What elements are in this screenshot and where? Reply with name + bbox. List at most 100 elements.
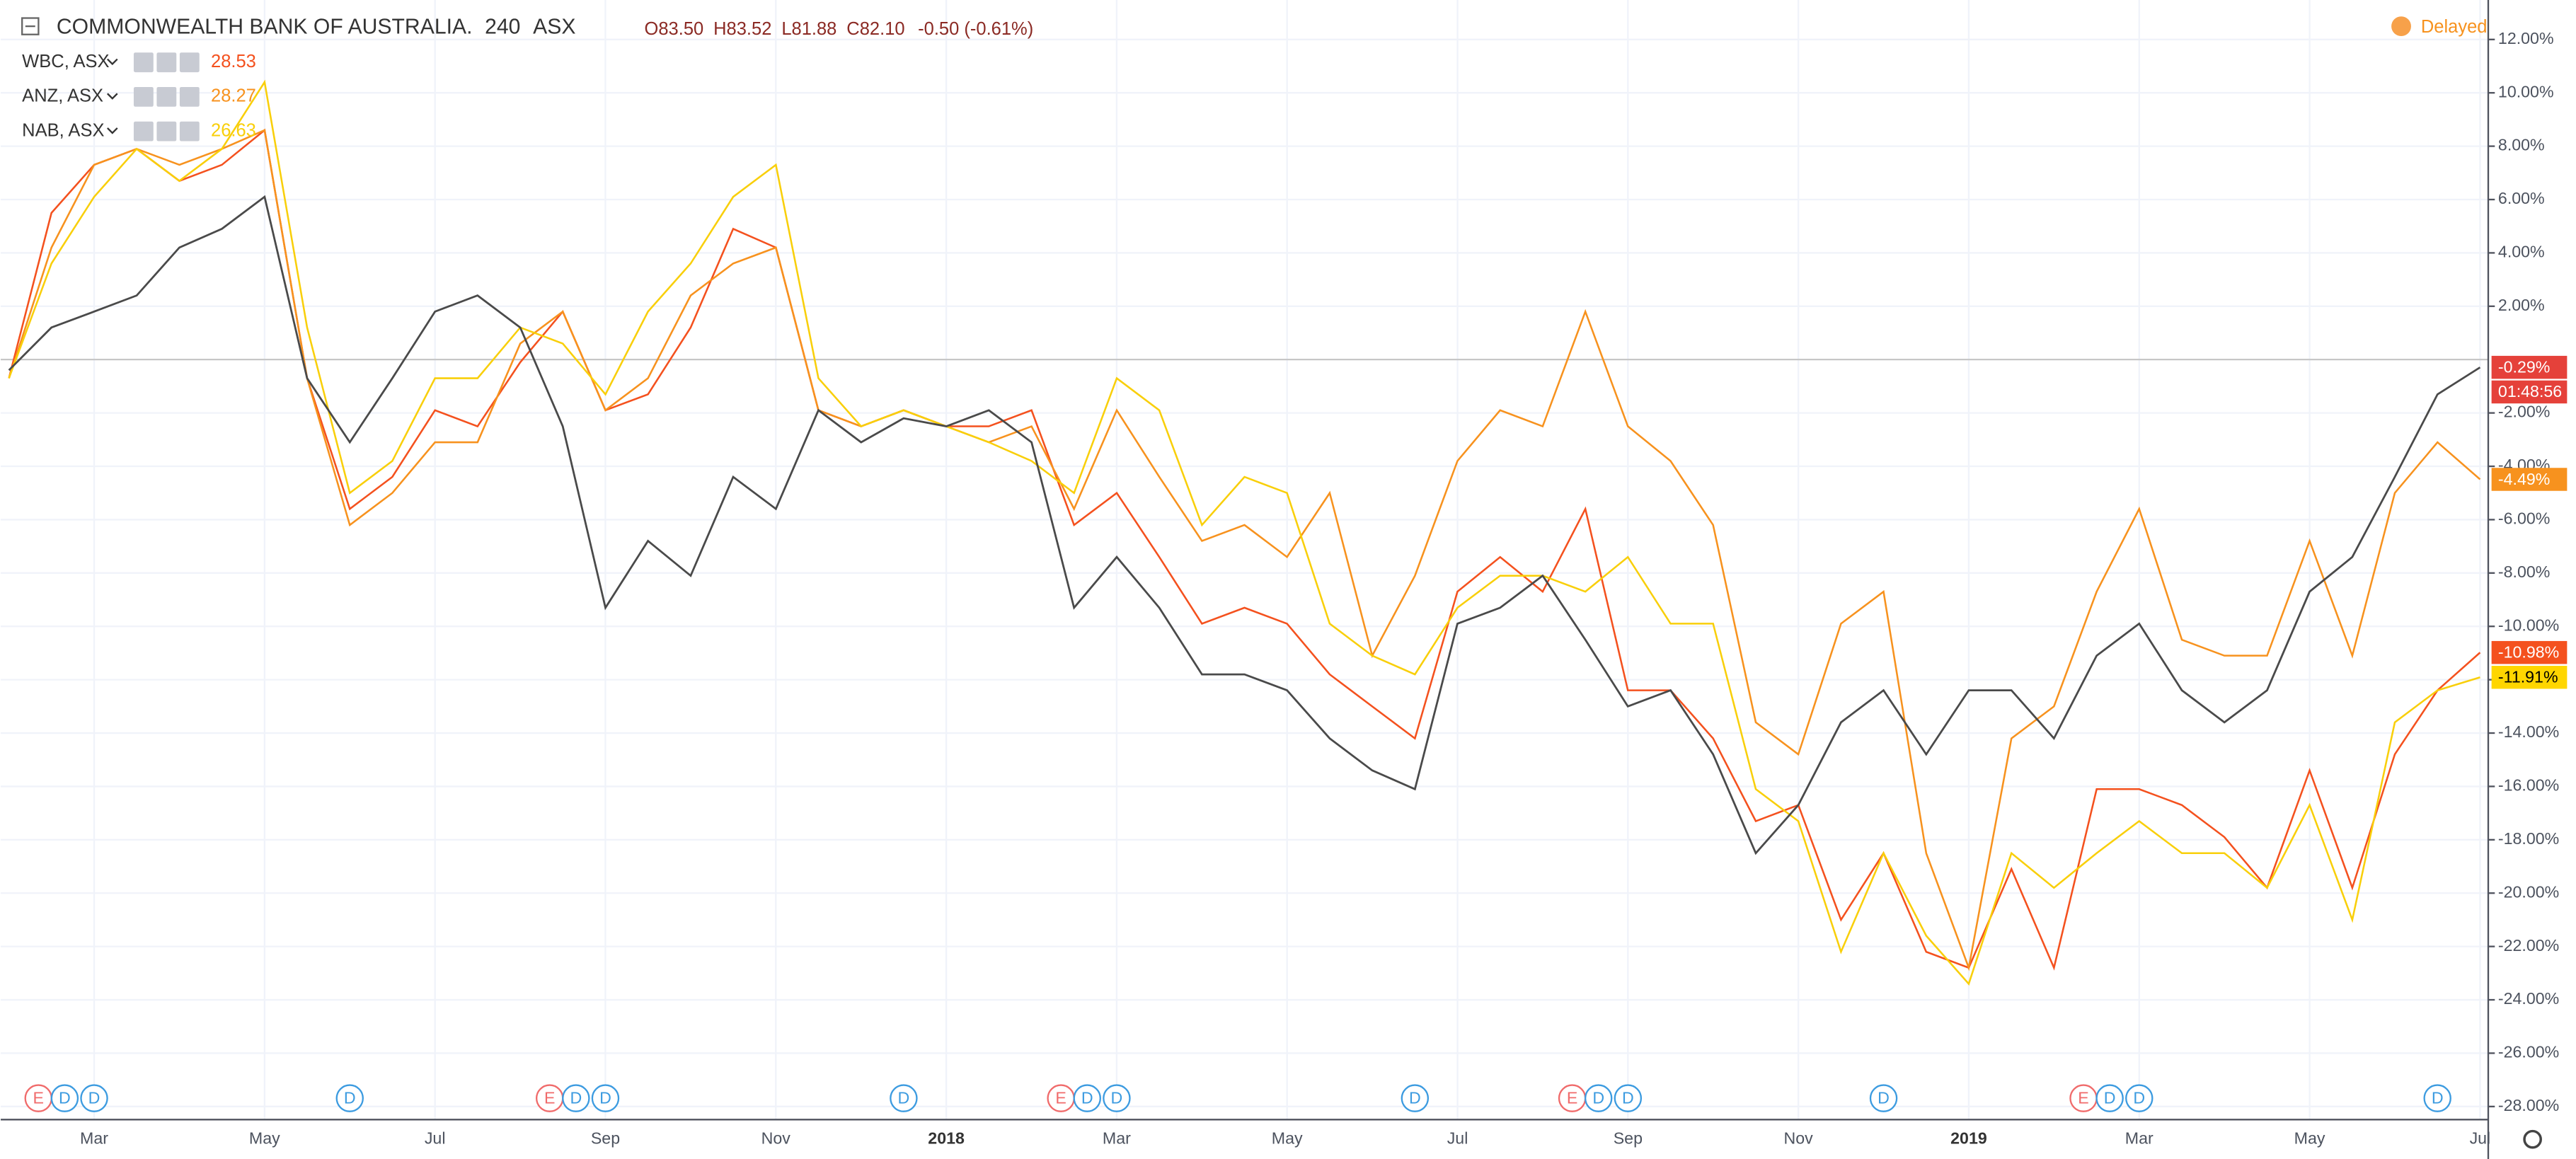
event-label: D [1111, 1088, 1123, 1107]
x-tick-label: Jul [425, 1129, 446, 1147]
legend: WBC, ASX 28.53 ANZ, ASX 28.27 NAB, ASX 26.63 [22, 52, 256, 142]
event-label: D [344, 1088, 356, 1107]
x-tick-label: 2018 [928, 1129, 965, 1147]
x-tick-label: Sep [591, 1129, 620, 1147]
legend-label: ANZ, ASX [22, 86, 103, 106]
event-marker[interactable] [1614, 1084, 1643, 1112]
legend-button[interactable] [179, 121, 200, 142]
symbol-name: COMMONWEALTH BANK OF AUSTRALIA. [57, 15, 473, 38]
series-line [8, 79, 2480, 986]
event-marker[interactable] [1073, 1084, 1101, 1112]
event-label: D [1409, 1088, 1421, 1107]
series-line [8, 128, 2481, 971]
event-marker[interactable] [335, 1084, 364, 1112]
x-tick-label: Nov [1784, 1129, 1814, 1147]
interval[interactable]: 240 [485, 15, 520, 38]
event-label: D [570, 1088, 582, 1107]
legend-dropdown[interactable] [107, 58, 118, 66]
event-marker[interactable] [2095, 1084, 2124, 1112]
event-marker[interactable] [80, 1084, 108, 1112]
y-tick-label: -28.00% [2498, 1096, 2559, 1114]
last-value-box [2491, 468, 2568, 491]
legend-label: NAB, ASX [22, 120, 104, 140]
x-tick-label: May [249, 1129, 280, 1147]
delayed-label: Delayed [2421, 17, 2488, 37]
event-marker[interactable] [2423, 1084, 2451, 1112]
collapse-button[interactable] [21, 17, 40, 35]
event-label: E [1567, 1088, 1577, 1107]
exchange: ASX [533, 15, 575, 38]
legend-dropdown[interactable] [107, 93, 118, 100]
series-line [8, 195, 2481, 855]
event-label: D [1878, 1088, 1890, 1107]
event-label: D [59, 1088, 71, 1107]
event-label: D [898, 1088, 910, 1107]
event-label: E [33, 1088, 44, 1107]
x-tick-label: Jul [1447, 1129, 1468, 1147]
x-tick-label: Sep [1614, 1129, 1643, 1147]
event-label: D [2104, 1088, 2116, 1107]
event-label: E [544, 1088, 555, 1107]
event-marker[interactable] [562, 1084, 590, 1112]
event-label: D [1081, 1088, 1093, 1107]
change: -0.50 (-0.61%) [918, 18, 1033, 38]
countdown-box [2491, 380, 2568, 404]
settings-icon[interactable] [2523, 1129, 2542, 1149]
plot-area [1, 79, 2489, 986]
legend-button[interactable] [133, 52, 154, 73]
event-label: D [2133, 1088, 2145, 1107]
legend-button[interactable] [179, 86, 200, 107]
legend-label: WBC, ASX [22, 52, 109, 71]
event-label: D [1622, 1088, 1634, 1107]
header: COMMONWEALTH BANK OF AUSTRALIA. 240 ASX … [21, 15, 2488, 38]
y-tick-label: -16.00% [2498, 776, 2559, 795]
last-value-label: -0.29% [2498, 357, 2550, 376]
settings[interactable] [2523, 1129, 2542, 1149]
event-label: E [1055, 1088, 1066, 1107]
x-tick-label: Mar [2125, 1129, 2154, 1147]
event-marker[interactable] [1103, 1084, 1131, 1112]
last-value-box [2491, 665, 2568, 689]
y-tick-label: 4.00% [2498, 243, 2545, 261]
x-tick-label: Mar [80, 1129, 108, 1147]
event-marker[interactable] [890, 1084, 918, 1112]
close: C82.10 [846, 18, 904, 38]
event-marker[interactable] [1869, 1084, 1898, 1112]
legend-button[interactable] [179, 52, 200, 73]
low: L81.88 [781, 18, 836, 38]
event-marker[interactable] [1401, 1084, 1430, 1112]
event-marker[interactable] [591, 1084, 620, 1112]
y-tick-label: 6.00% [2498, 189, 2545, 207]
high: H83.52 [713, 18, 771, 38]
y-tick-label: 12.00% [2498, 29, 2554, 47]
legend-value: 28.53 [211, 52, 256, 71]
legend-button[interactable] [156, 121, 177, 142]
event-marker[interactable] [50, 1084, 79, 1112]
x-tick-label: Mar [1103, 1129, 1131, 1147]
legend-button[interactable] [133, 86, 154, 107]
legend-button[interactable] [133, 121, 154, 142]
event-marker[interactable] [1584, 1084, 1613, 1112]
y-tick-label: -2.00% [2498, 403, 2550, 421]
event-label: D [2432, 1088, 2444, 1107]
legend-button[interactable] [156, 52, 177, 73]
x-tick-label: Nov [761, 1129, 791, 1147]
last-value-label: -4.49% [2498, 470, 2550, 488]
legend-dropdown[interactable] [107, 127, 118, 134]
event-label: D [599, 1088, 611, 1107]
delayed-icon [2391, 16, 2411, 37]
event-label: D [1592, 1088, 1604, 1107]
last-value-label: -11.91% [2498, 668, 2558, 686]
y-tick-label: -24.00% [2498, 989, 2559, 1008]
legend-button[interactable] [156, 86, 177, 107]
x-tick-label: 2019 [1950, 1129, 1987, 1147]
event-marker[interactable] [2125, 1084, 2154, 1112]
grid [1, 0, 2489, 1120]
event-label: E [2078, 1088, 2088, 1107]
last-value-label: -10.98% [2498, 642, 2559, 661]
ohlc: O83.50 H83.52 L81.88 C82.10 -0.50 (-0.61%) [645, 18, 1034, 38]
y-tick-label: 2.00% [2498, 296, 2545, 314]
